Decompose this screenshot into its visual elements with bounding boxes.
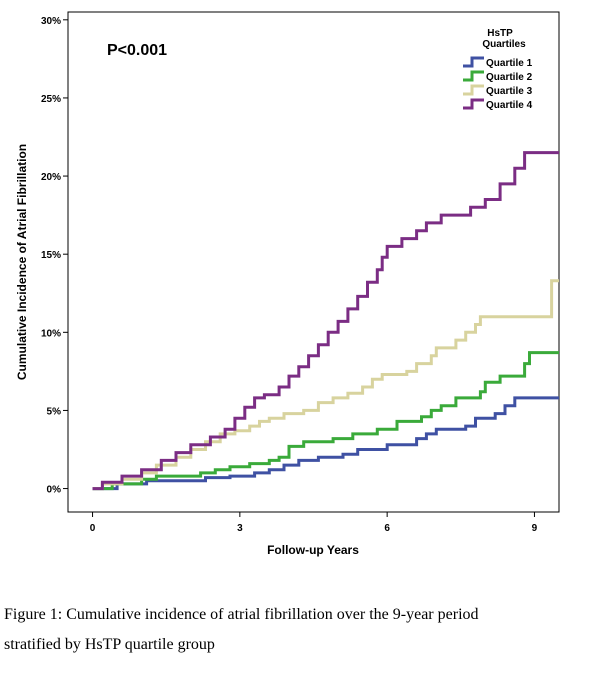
caption-line-2: stratified by HsTP quartile group: [4, 636, 215, 653]
y-tick-label: 15%: [41, 250, 61, 261]
y-axis-label: Cumulative Incidence of Atrial Fibrillat…: [15, 144, 29, 380]
caption-line-1: Figure 1: Cumulative incidence of atrial…: [4, 606, 479, 623]
y-tick-label: 25%: [41, 94, 61, 105]
legend-label-quartile-1: Quartile 1: [486, 58, 533, 69]
y-tick-label: 0%: [47, 485, 62, 496]
x-tick-label: 0: [90, 523, 96, 534]
series-line-quartile-2: [92, 351, 559, 491]
legend-title-line2: Quartiles: [482, 39, 526, 50]
y-tick-label: 20%: [41, 172, 61, 183]
axis-layer: 0% 5% 10% 15% 20% 25% 30% 0 3 6 9: [41, 16, 538, 534]
legend-swatch-quartile-2: [463, 70, 484, 82]
y-tick-label: 10%: [41, 328, 61, 339]
legend-swatch-quartile-4: [463, 98, 484, 110]
x-tick-label: 9: [532, 523, 538, 534]
legend-swatch-quartile-3: [463, 84, 484, 96]
figure-caption: Figure 1: Cumulative incidence of atrial…: [4, 600, 584, 660]
legend-label-quartile-2: Quartile 2: [486, 72, 533, 83]
legend-label-quartile-4: Quartile 4: [486, 100, 533, 111]
legend-swatch-quartile-1: [463, 56, 484, 68]
legend-label-quartile-3: Quartile 3: [486, 86, 533, 97]
p-value-annotation: P<0.001: [107, 42, 167, 59]
x-tick-label: 3: [237, 523, 243, 534]
y-tick-label: 30%: [41, 16, 61, 27]
series-line-quartile-4: [92, 151, 559, 491]
legend: HsTP Quartiles Quartile 1 Quartile 2 Quart…: [463, 28, 533, 111]
x-tick-label: 6: [384, 523, 390, 534]
y-tick-label: 5%: [47, 406, 62, 417]
series-layer: [92, 151, 559, 491]
legend-title-line1: HsTP: [487, 28, 513, 39]
x-axis-label: Follow-up Years: [267, 543, 359, 557]
series-line-quartile-1: [92, 396, 559, 491]
km-chart: 0% 5% 10% 15% 20% 25% 30% 0 3 6 9 P<0.001 HsTP Qua…: [15, 11, 560, 557]
plot-frame: [67, 11, 560, 513]
